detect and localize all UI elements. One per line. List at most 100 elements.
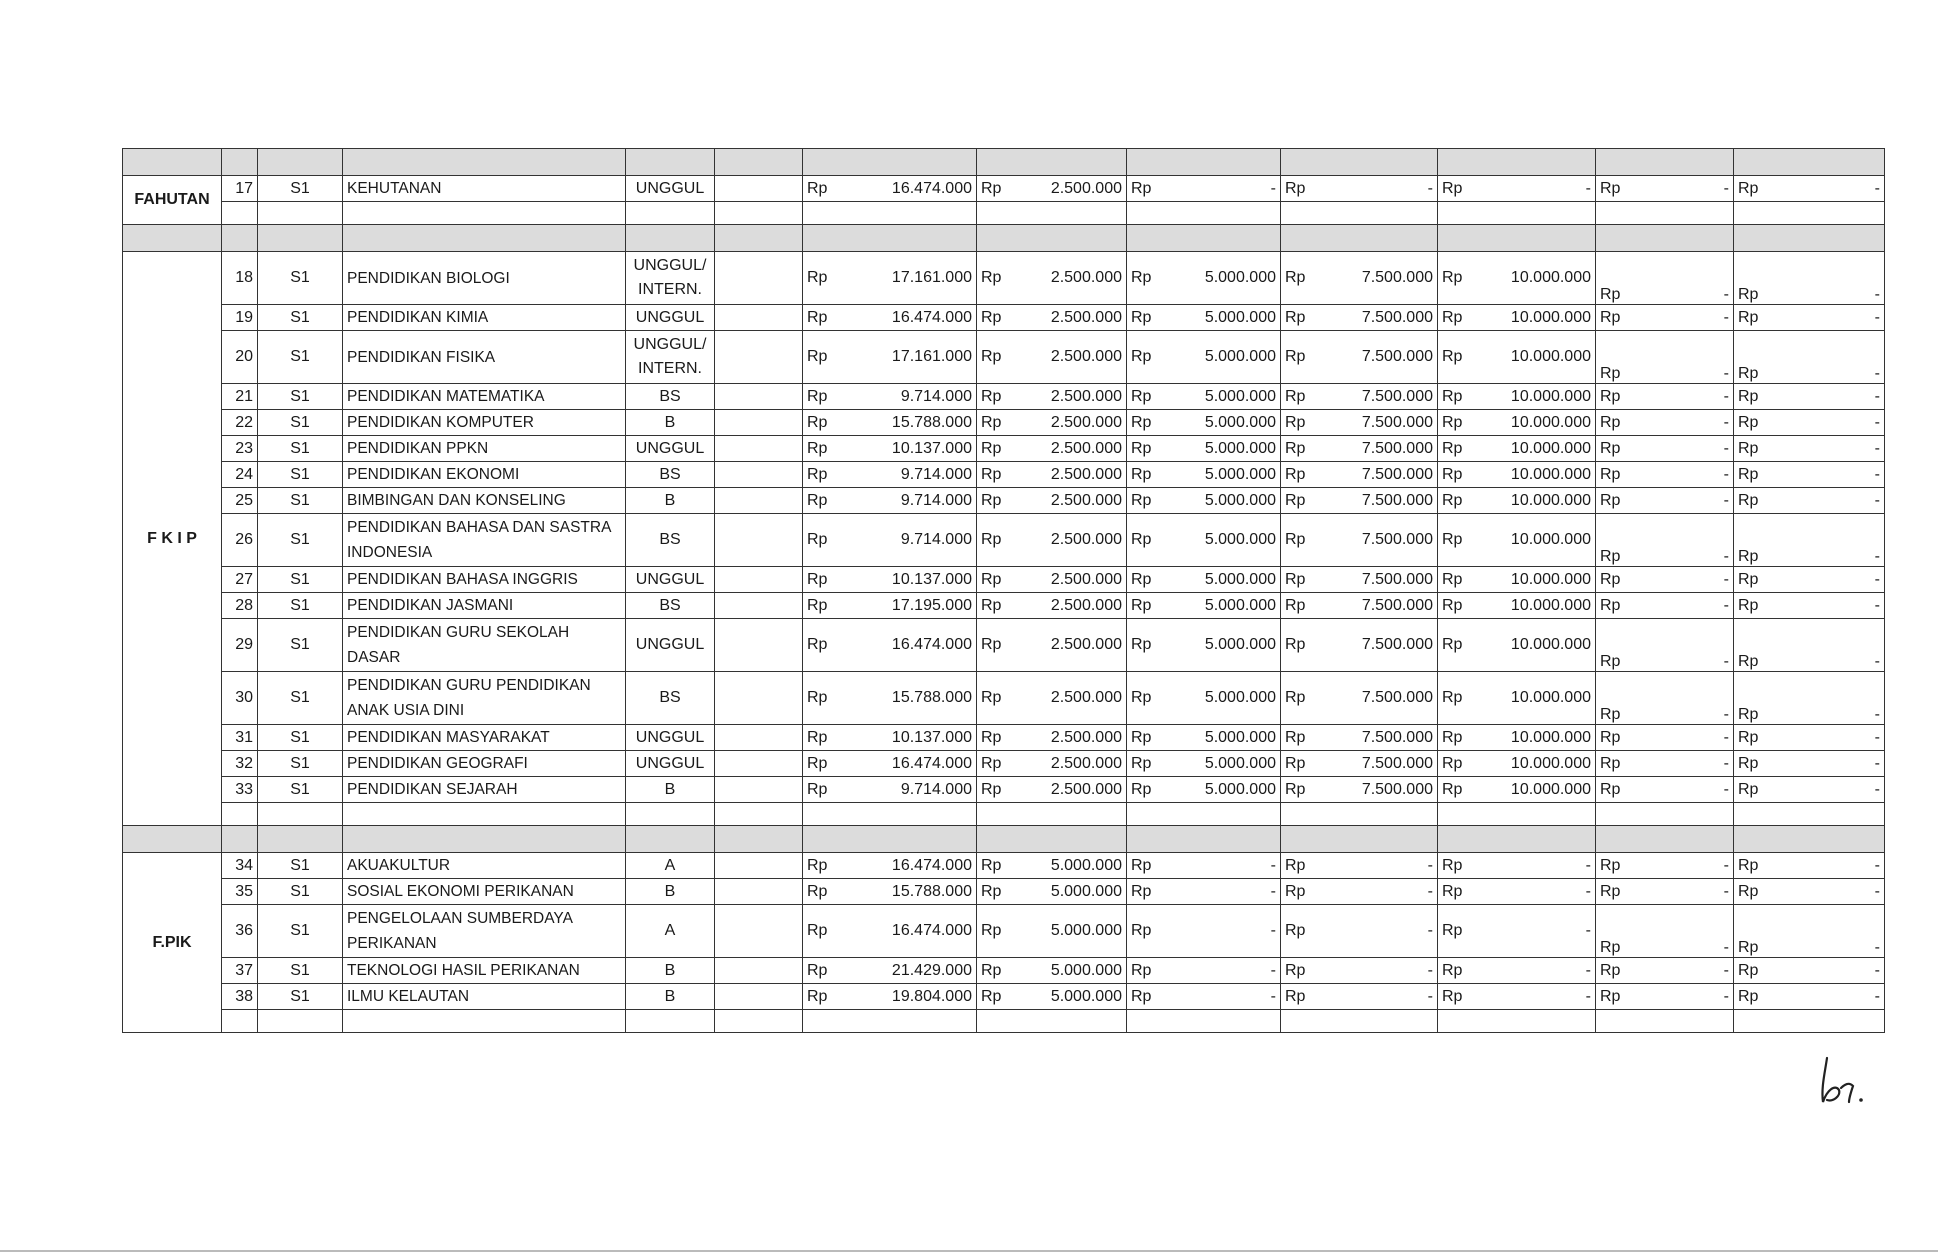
fee-wrap: Rp - xyxy=(1600,466,1729,484)
fee-cell: Rp - xyxy=(1733,330,1885,384)
table-row: F K I P 18 S1 PENDIDIKAN BIOLOGI UNGGUL/ INT… xyxy=(122,251,1885,826)
accreditation: B xyxy=(625,487,715,514)
fee-wrap: Rp - xyxy=(1600,286,1729,304)
currency-label: Rp xyxy=(1285,465,1306,483)
fee-value: 10.000.000 xyxy=(1510,491,1591,509)
row-number: 20 xyxy=(221,330,258,384)
currency-label: Rp xyxy=(1442,348,1463,365)
row-number: 21 xyxy=(221,383,258,410)
fee-cell: Rp - xyxy=(1595,878,1734,905)
fee-value: 10.000.000 xyxy=(1510,754,1591,772)
fee-cell: Rp 2.500.000 xyxy=(976,330,1127,384)
currency-label: Rp xyxy=(1285,179,1306,197)
currency-label: Rp xyxy=(981,689,1002,706)
currency-label: Rp xyxy=(1285,387,1306,405)
currency-label: Rp xyxy=(981,269,1002,286)
empty-cell xyxy=(976,201,1127,225)
blank-row xyxy=(123,1009,1885,1033)
accreditation: UNGGUL xyxy=(625,566,715,593)
fee-value: 2.500.000 xyxy=(1050,596,1122,614)
fee-value: - xyxy=(1723,856,1729,874)
currency-label: Rp xyxy=(1442,728,1463,746)
fee-cell: Rp 16.474.000 xyxy=(802,852,977,879)
degree-level: S1 xyxy=(257,566,343,593)
fee-value: 16.474.000 xyxy=(891,856,972,874)
currency-label: Rp xyxy=(1600,387,1621,405)
fee-wrap: Rp - xyxy=(1600,729,1729,747)
fee-wrap: Rp - xyxy=(1285,180,1433,198)
currency-label: Rp xyxy=(981,179,1002,197)
empty-cell xyxy=(714,148,803,176)
empty-cell xyxy=(714,878,803,905)
empty-cell xyxy=(257,224,343,252)
fee-wrap: Rp 5.000.000 xyxy=(981,962,1122,980)
currency-label: Rp xyxy=(1442,754,1463,772)
fee-cell: Rp 2.500.000 xyxy=(976,750,1127,777)
fee-cell: Rp 7.500.000 xyxy=(1280,461,1438,488)
fee-cell: Rp 5.000.000 xyxy=(1126,383,1281,410)
fee-cell: Rp 10.137.000 xyxy=(802,435,977,462)
fee-wrap: Rp 5.000.000 xyxy=(1131,388,1276,406)
fee-value: 5.000.000 xyxy=(1204,531,1276,548)
fee-cell: Rp 16.474.000 xyxy=(802,618,977,672)
fee-cell: Rp 7.500.000 xyxy=(1280,618,1438,672)
section-band-row xyxy=(122,825,1885,853)
row-number: 23 xyxy=(221,435,258,462)
study-program: TEKNOLOGI HASIL PERIKANAN xyxy=(342,957,626,984)
fee-wrap: Rp 5.000.000 xyxy=(1131,309,1276,327)
row-number: 29 xyxy=(221,618,258,672)
study-program: PENDIDIKAN GURU SEKOLAH DASAR xyxy=(342,618,626,672)
currency-label: Rp xyxy=(1738,856,1759,874)
fee-wrap: Rp 10.000.000 xyxy=(1442,269,1591,287)
empty-cell xyxy=(625,802,715,826)
fee-value: 9.714.000 xyxy=(900,491,972,509)
empty-cell xyxy=(1280,1009,1438,1033)
fee-value: 10.137.000 xyxy=(891,439,972,457)
fee-value: - xyxy=(1723,780,1729,798)
fee-cell: Rp 2.500.000 xyxy=(976,776,1127,803)
fee-cell: Rp - xyxy=(1595,983,1734,1010)
empty-cell xyxy=(1126,825,1281,853)
empty-cell xyxy=(714,957,803,984)
degree-level: S1 xyxy=(257,487,343,514)
empty-cell xyxy=(625,224,715,252)
empty-cell xyxy=(714,802,803,826)
fee-wrap: Rp - xyxy=(1600,755,1729,773)
accreditation: A xyxy=(625,904,715,958)
empty-cell xyxy=(714,435,803,462)
empty-cell xyxy=(976,1009,1127,1033)
fee-cell: Rp - xyxy=(1733,750,1885,777)
fee-value: - xyxy=(1723,491,1729,509)
currency-label: Rp xyxy=(807,856,828,874)
currency-label: Rp xyxy=(1442,439,1463,457)
fee-wrap: Rp 5.000.000 xyxy=(1131,348,1276,366)
fee-cell: Rp - xyxy=(1595,251,1734,305)
accreditation: A xyxy=(625,852,715,879)
table-row: 25 S1 BIMBINGAN DAN KONSELING B Rp 9.714.000 R… xyxy=(123,487,1885,514)
table-row: 36 S1 PENGELOLAAN SUMBERDAYA PERIKANAN A Rp 1… xyxy=(123,904,1885,958)
fee-wrap: Rp 10.000.000 xyxy=(1442,571,1591,589)
fee-wrap: Rp - xyxy=(1285,988,1433,1006)
fee-value: - xyxy=(1874,548,1880,565)
fee-wrap: Rp 10.137.000 xyxy=(807,440,972,458)
fee-cell: Rp 15.788.000 xyxy=(802,409,977,436)
empty-cell xyxy=(1437,1009,1596,1033)
fee-value: 7.500.000 xyxy=(1361,387,1433,405)
fee-wrap: Rp 10.000.000 xyxy=(1442,466,1591,484)
table-row: 28 S1 PENDIDIKAN JASMANI BS Rp 17.195.000 Rp 2.… xyxy=(123,592,1885,619)
empty-cell xyxy=(714,330,803,384)
fee-cell: Rp 5.000.000 xyxy=(1126,251,1281,305)
fee-cell: Rp 9.714.000 xyxy=(802,776,977,803)
fee-value: 16.474.000 xyxy=(891,179,972,197)
fee-value: 7.500.000 xyxy=(1361,491,1433,509)
currency-label: Rp xyxy=(1738,179,1759,197)
fee-wrap: Rp 5.000.000 xyxy=(1131,689,1276,707)
fee-wrap: Rp - xyxy=(1600,883,1729,901)
fee-wrap: Rp 2.500.000 xyxy=(981,440,1122,458)
fee-cell: Rp 5.000.000 xyxy=(976,904,1127,958)
currency-label: Rp xyxy=(1442,179,1463,197)
table-row: FAHUTAN 17 S1 KEHUTANAN UNGGUL Rp 16.474.000 Rp… xyxy=(122,175,1885,225)
currency-label: Rp xyxy=(1131,179,1152,197)
table-row: 35 S1 SOSIAL EKONOMI PERIKANAN B Rp 15.788.00… xyxy=(123,878,1885,905)
fee-cell: Rp - xyxy=(1595,904,1734,958)
